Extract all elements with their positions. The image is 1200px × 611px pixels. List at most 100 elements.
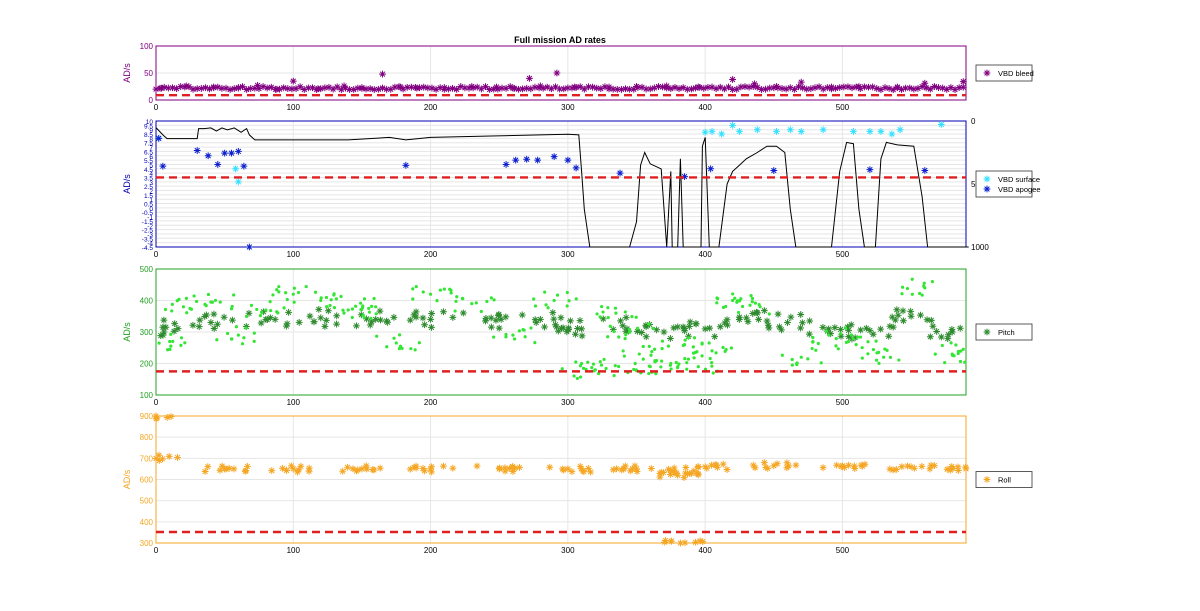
data-point — [547, 85, 555, 93]
data-point — [675, 366, 680, 370]
data-point — [963, 360, 967, 364]
data-point — [259, 308, 267, 316]
data-point — [259, 83, 267, 90]
data-point — [273, 85, 281, 93]
data-point — [803, 85, 811, 93]
data-point — [169, 344, 173, 348]
data-point — [245, 243, 253, 251]
data-point — [221, 149, 229, 157]
data-point — [703, 367, 708, 371]
x-tick-label: 500 — [836, 103, 850, 112]
data-point — [674, 360, 678, 365]
data-point — [948, 325, 956, 333]
data-point — [749, 294, 753, 298]
y-axis-label: AD/s — [122, 322, 132, 342]
data-point — [243, 86, 251, 93]
data-point — [665, 465, 673, 473]
data-point — [849, 333, 853, 337]
y-tick-label: -1 — [147, 215, 153, 222]
y-tick-label: 300 — [140, 328, 154, 337]
data-point — [554, 327, 562, 335]
data-point — [869, 330, 877, 338]
data-point — [494, 85, 502, 93]
data-point — [805, 330, 813, 338]
data-point — [699, 538, 707, 546]
legend-label: VBD surface — [998, 175, 1040, 184]
data-point — [770, 462, 778, 470]
data-point — [169, 332, 173, 336]
data-point — [819, 85, 827, 93]
data-point — [897, 358, 901, 362]
data-point — [329, 85, 337, 93]
data-point — [767, 312, 771, 316]
data-point — [206, 85, 213, 93]
data-point — [453, 85, 461, 93]
data-point — [797, 324, 804, 332]
data-point — [673, 469, 681, 477]
data-point — [943, 85, 951, 93]
data-point — [240, 342, 245, 346]
data-point — [479, 309, 483, 314]
data-point — [634, 327, 641, 335]
data-point — [786, 84, 794, 92]
data-point — [926, 465, 934, 473]
data-point — [694, 471, 702, 479]
data-point — [473, 83, 481, 91]
data-point — [587, 468, 594, 476]
data-point — [506, 465, 514, 473]
data-point — [487, 314, 495, 322]
data-point — [271, 316, 279, 323]
data-point — [247, 85, 255, 92]
data-point — [556, 85, 564, 93]
data-point — [933, 328, 941, 335]
y-tick-label: -4.5 — [142, 245, 154, 252]
data-point — [482, 314, 490, 322]
data-point — [222, 84, 230, 92]
data-point — [601, 310, 605, 314]
y-tick-label: 50 — [144, 69, 153, 78]
data-point — [179, 343, 183, 347]
data-point — [445, 85, 452, 93]
y-axis-label: AD/s — [122, 174, 132, 194]
data-point — [242, 336, 246, 340]
data-point — [613, 306, 618, 310]
data-point — [419, 314, 427, 322]
legend: Roll — [975, 471, 1033, 488]
data-point — [449, 84, 456, 92]
data-point — [498, 84, 506, 92]
data-point — [182, 82, 190, 90]
data-point — [655, 83, 662, 90]
y-tick-label: 0 — [149, 96, 154, 105]
data-point — [291, 292, 295, 296]
y-tick-label: -3 — [147, 232, 153, 239]
data-point — [847, 321, 855, 329]
data-point — [453, 309, 457, 313]
data-point — [944, 331, 952, 339]
y-tick-label: 8.5 — [144, 132, 153, 139]
data-point — [593, 84, 601, 92]
data-point — [933, 352, 937, 356]
data-point — [593, 368, 597, 372]
data-point — [489, 296, 493, 300]
data-point — [684, 470, 691, 478]
data-point — [155, 134, 163, 142]
data-point — [310, 318, 318, 326]
data-point — [537, 82, 544, 90]
y-tick-label: 500 — [140, 265, 154, 274]
series-secondary — [157, 277, 967, 381]
data-point — [362, 297, 367, 301]
data-point — [885, 332, 893, 340]
data-point — [940, 343, 944, 348]
data-point — [910, 464, 918, 472]
x-tick-label: 400 — [698, 250, 712, 259]
data-point — [412, 308, 420, 316]
data-point — [683, 357, 687, 361]
data-point — [214, 161, 222, 168]
data-point — [590, 366, 594, 370]
data-point — [360, 305, 365, 310]
data-point — [189, 85, 197, 93]
data-point — [346, 308, 350, 312]
data-point — [295, 319, 303, 326]
data-point — [612, 329, 616, 334]
data-point — [597, 85, 605, 93]
